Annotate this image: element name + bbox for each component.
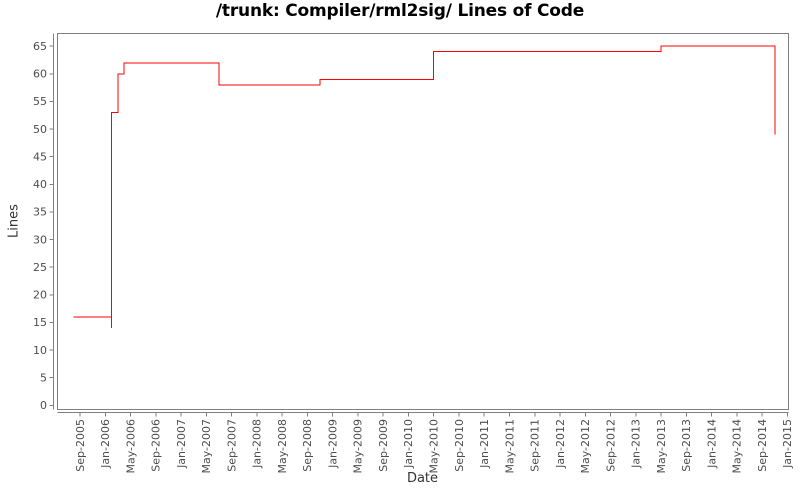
x-tick-label: May-2008 — [276, 419, 289, 474]
x-axis-title: Date — [406, 471, 439, 486]
y-tick-label: 45 — [33, 150, 47, 163]
x-tick-label: May-2011 — [503, 419, 516, 474]
x-tick-label: Sep-2005 — [74, 419, 87, 472]
y-tick-label: 65 — [33, 40, 47, 53]
y-tick-label: 40 — [33, 178, 47, 191]
x-tick-label: Jan-2011 — [478, 419, 491, 469]
x-tick-label: Sep-2006 — [150, 419, 163, 472]
x-tick-label: Jan-2007 — [175, 419, 188, 469]
x-tick-label: Sep-2011 — [529, 419, 542, 472]
x-tick-label: Jan-2010 — [402, 419, 415, 469]
y-tick-label: 50 — [33, 123, 47, 136]
x-tick-label: Sep-2012 — [604, 419, 617, 472]
y-tick-label: 30 — [33, 233, 47, 246]
y-tick-label: 20 — [33, 289, 47, 302]
chart-title: /trunk: Compiler/rml2sig/ Lines of Code — [215, 1, 585, 21]
plot-border — [57, 33, 789, 410]
y-tick-label: 60 — [33, 68, 47, 81]
y-tick-label: 10 — [33, 344, 47, 357]
x-tick-label: Jan-2014 — [705, 419, 718, 469]
y-tick-label: 25 — [33, 261, 47, 274]
y-tick-label: 15 — [33, 316, 47, 329]
x-tick-label: Jan-2015 — [781, 419, 794, 469]
x-tick-label: Sep-2013 — [680, 419, 693, 472]
y-tick-label: 55 — [33, 95, 47, 108]
x-tick-label: Jan-2012 — [554, 419, 567, 469]
series-lines-of-code — [73, 45, 776, 328]
x-tick-label: Sep-2010 — [453, 419, 466, 472]
x-tick-label: Jan-2008 — [251, 419, 264, 469]
x-tick-label: Sep-2009 — [377, 419, 390, 472]
x-tick-label: Jan-2013 — [630, 419, 643, 469]
y-tick-label: 5 — [40, 371, 47, 384]
x-tick-label: Sep-2007 — [225, 419, 238, 472]
x-tick-label: May-2013 — [655, 419, 668, 474]
x-tick-label: Jan-2006 — [99, 419, 112, 469]
x-tick-label: May-2009 — [352, 419, 365, 474]
y-tick-label: 0 — [40, 399, 47, 412]
x-tick-label: May-2012 — [579, 419, 592, 474]
x-tick-label: Sep-2014 — [756, 419, 769, 472]
x-tick-label: Sep-2008 — [301, 419, 314, 472]
x-tick-label: May-2010 — [428, 419, 441, 474]
y-tick-label: 35 — [33, 206, 47, 219]
x-tick-label: May-2007 — [200, 419, 213, 474]
x-tick-label: May-2014 — [731, 419, 744, 474]
y-axis-title: Lines — [6, 204, 22, 238]
x-tick-label: May-2006 — [124, 419, 137, 474]
x-tick-label: Jan-2009 — [326, 419, 339, 469]
